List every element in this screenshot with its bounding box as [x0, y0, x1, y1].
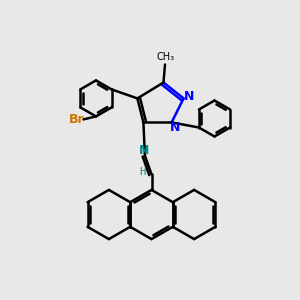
Text: N: N [139, 144, 149, 157]
Text: Br: Br [69, 113, 85, 126]
Text: N: N [169, 121, 180, 134]
Text: H: H [139, 167, 145, 177]
Text: CH₃: CH₃ [157, 52, 175, 61]
Text: N: N [184, 90, 194, 103]
